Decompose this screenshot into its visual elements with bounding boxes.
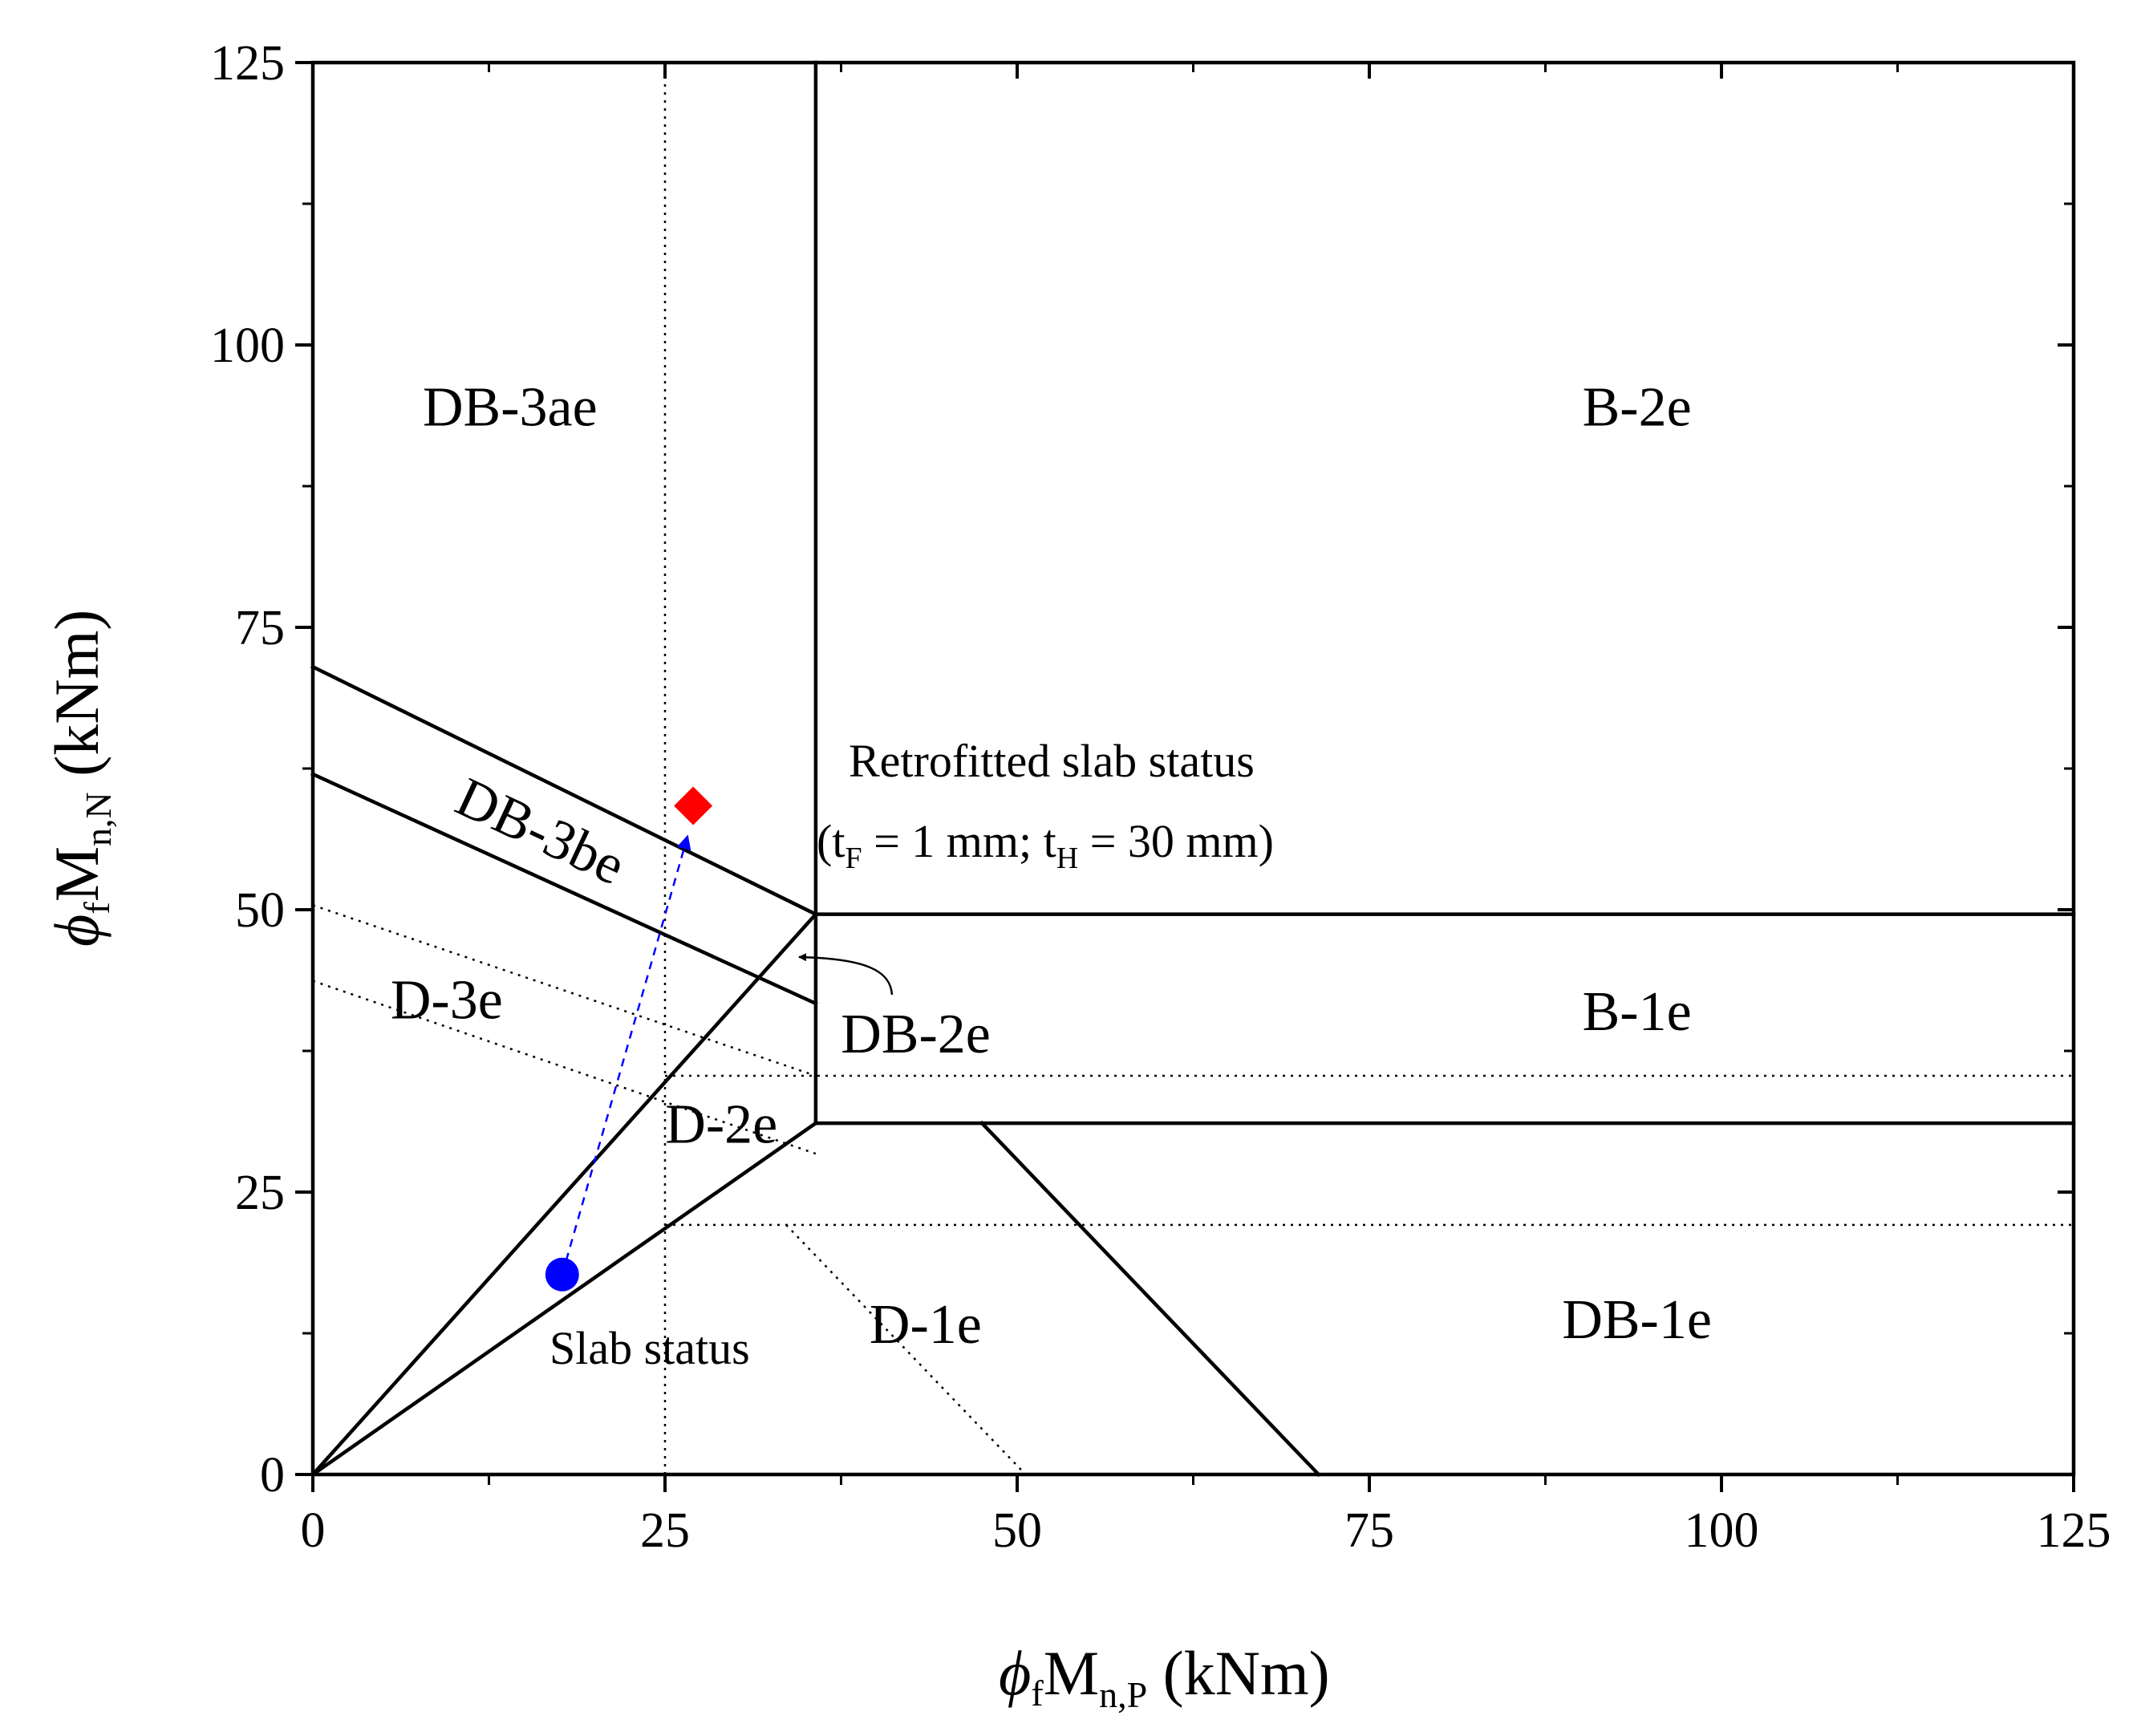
region-label-d-2e: D-2e: [665, 1094, 777, 1156]
solid-boundary-6: [310, 664, 818, 917]
retrofitted-status-point: [674, 786, 713, 825]
x-label-unit: (kNm): [1147, 1638, 1329, 1708]
x-tick-label: 50: [992, 1503, 1042, 1558]
dotted-boundary-5: [785, 1223, 1027, 1475]
x-tick-label: 100: [1685, 1503, 1759, 1558]
retrofitted-status-label: Retrofitted slab status: [849, 735, 1255, 787]
retro-param-c: = 30 mm): [1078, 815, 1274, 867]
retro-param-a-sub: F: [845, 842, 862, 875]
y-tick-label: 100: [210, 318, 285, 373]
dotted-boundary-4: [312, 980, 817, 1155]
retrofitted-params-label: (tF = 1 mm; tH = 30 mm): [817, 815, 1274, 875]
y-axis-title: ϕfMn,N (kNm): [42, 610, 119, 947]
x-tick-label: 0: [301, 1503, 326, 1558]
retro-param-b-sub: H: [1056, 842, 1078, 875]
region-label-db-3ae: DB-3ae: [423, 377, 598, 439]
region-label-db-1e: DB-1e: [1562, 1289, 1712, 1351]
status-trajectory-arrow: [561, 834, 691, 1276]
y-label-sub: n,N: [78, 792, 119, 846]
y-tick-label: 75: [235, 601, 285, 655]
x-tick-label: 75: [1344, 1503, 1394, 1558]
x-axis-title: ϕfMn,P (kNm): [999, 1638, 1330, 1715]
region-label-d-1e: D-1e: [870, 1294, 982, 1356]
region-label-d-3e: D-3e: [391, 970, 503, 1032]
region-label-b-2e: B-2e: [1583, 377, 1692, 439]
slab-status-point: [545, 1257, 579, 1292]
y-phi-sub: f: [76, 902, 117, 915]
dotted-boundary-3: [312, 904, 817, 1077]
annotations: Retrofitted slab status (tF = 1 mm; tH =…: [549, 735, 1274, 1374]
solid-boundary-8: [979, 1120, 1321, 1478]
x-tick-label: 125: [2037, 1503, 2111, 1558]
dotted-boundaries: [312, 63, 2074, 1475]
x-tick-label: 25: [640, 1503, 690, 1558]
solid-boundaries: [310, 60, 2076, 1478]
retro-param-b: = 1 mm; t: [862, 815, 1056, 867]
y-label-main: M: [42, 846, 112, 902]
y-tick-label: 25: [235, 1166, 285, 1220]
x-phi: ϕ: [999, 1638, 1031, 1708]
solid-boundary-5: [310, 1120, 819, 1478]
axis-ticks: 00 25 25 50 50 75 75 100 100 125 125: [210, 36, 2111, 1558]
db2e-pointer-arrow: [798, 953, 894, 996]
data-points: [545, 786, 713, 1292]
slab-status-label: Slab status: [549, 1322, 750, 1374]
axis-titles: ϕfMn,P (kNm) ϕfMn,N (kNm): [42, 610, 1330, 1715]
region-label-b-1e: B-1e: [1583, 981, 1692, 1043]
region-label-db-2e: DB-2e: [841, 1004, 991, 1065]
retro-param-a: (t: [817, 815, 845, 867]
x-label-sub: n,P: [1099, 1674, 1147, 1715]
y-tick-label: 0: [260, 1448, 285, 1503]
y-label-unit: (kNm): [42, 610, 112, 792]
solid-boundary-4: [310, 911, 819, 1478]
x-phi-sub: f: [1031, 1673, 1044, 1714]
y-tick-label: 125: [210, 36, 285, 91]
y-tick-label: 50: [235, 883, 285, 938]
x-label-main: M: [1044, 1638, 1099, 1708]
solid-boundary-7: [310, 772, 818, 1006]
y-phi: ϕ: [42, 915, 112, 947]
